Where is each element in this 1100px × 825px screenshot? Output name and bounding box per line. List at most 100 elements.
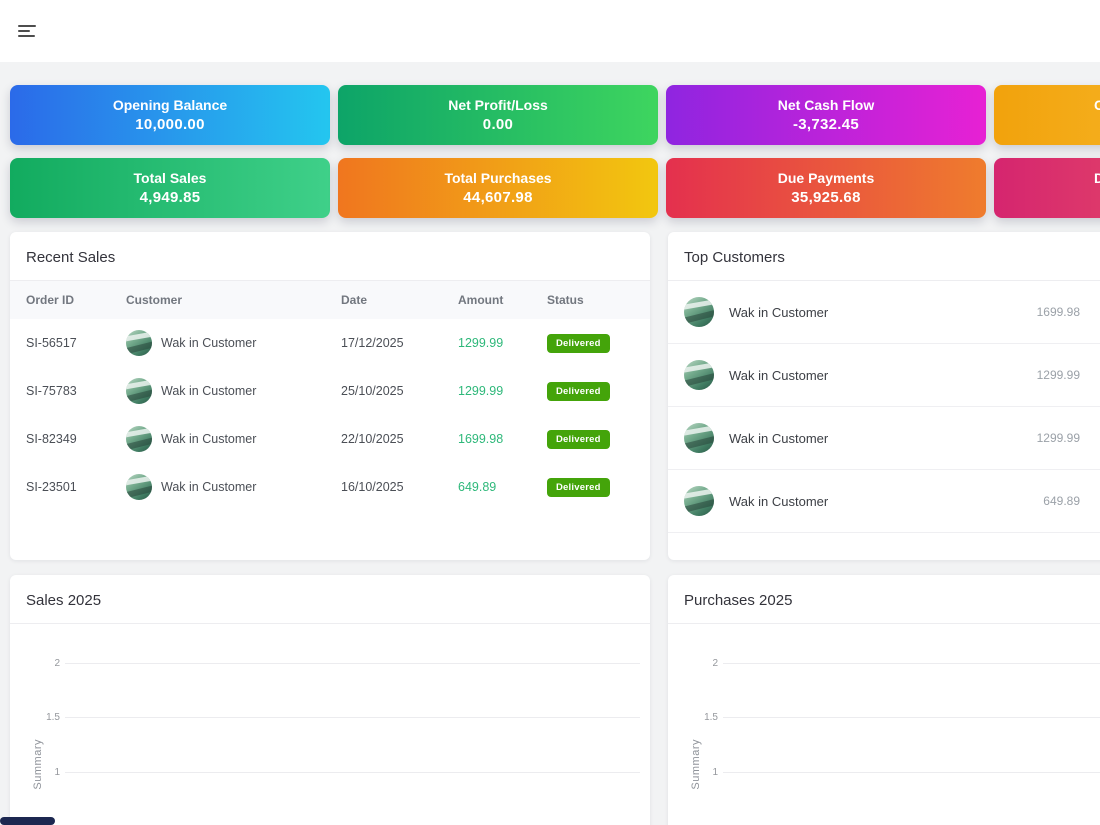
table-header-row: Order ID Customer Date Amount Status [10, 281, 650, 319]
main-content: Opening Balance 10,000.00 Net Profit/Los… [0, 62, 1100, 825]
sales-chart-panel: Sales 2025 Summary 2 1.5 1 [10, 575, 650, 825]
status-badge: Delivered [547, 382, 610, 401]
status-badge: Delivered [547, 334, 610, 353]
list-item: Wak in Customer 649.89 [668, 470, 1100, 533]
column-header-customer: Customer [126, 293, 341, 307]
date-cell: 25/10/2025 [341, 384, 458, 398]
date-cell: 16/10/2025 [341, 480, 458, 494]
purchases-chart-title: Purchases 2025 [668, 575, 1100, 624]
table-row: SI-56517 Wak in Customer 17/12/2025 1299… [10, 319, 650, 367]
customer-name: Wak in Customer [729, 368, 1000, 383]
dashboard-screen: Opening Balance 10,000.00 Net Profit/Los… [0, 0, 1100, 825]
stat-card: Opening Balance 10,000.00 [10, 85, 330, 145]
customer-avatar [126, 474, 152, 500]
y-tick-label: 1 [20, 767, 60, 778]
gridline: 1.5 [65, 717, 640, 718]
status-badge: Delivered [547, 478, 610, 497]
top-customers-panel: Top Customers Wak in Customer 1699.98 Wa… [668, 232, 1100, 560]
sales-chart-area: Summary 2 1.5 1 [10, 624, 650, 825]
y-axis-label: Summary [32, 739, 44, 790]
list-item: Wak in Customer 1299.99 [668, 407, 1100, 470]
purchases-chart-panel: Purchases 2025 Summary 2 1.5 1 [668, 575, 1100, 825]
table-row: SI-82349 Wak in Customer 22/10/2025 1699… [10, 415, 650, 463]
gridline: 1 [65, 772, 640, 773]
recent-sales-panel: Recent Sales Order ID Customer Date Amou… [10, 232, 650, 560]
hamburger-icon [18, 30, 30, 32]
y-tick-label: 2 [678, 658, 718, 669]
stat-card-value: 35,925.68 [666, 188, 986, 208]
stat-card: C [994, 85, 1100, 145]
gridline: 1.5 [723, 717, 1100, 718]
customer-avatar [126, 330, 152, 356]
customer-amount: 1299.99 [1000, 368, 1080, 382]
stat-card-title: Total Purchases [338, 168, 658, 188]
customer-name: Wak in Customer [161, 480, 256, 494]
stat-card-title: Total Sales [10, 168, 330, 188]
stat-card-title: C [994, 95, 1100, 115]
stat-card: Total Sales 4,949.85 [10, 158, 330, 218]
y-tick-label: 1 [678, 767, 718, 778]
stat-card-title: Due Payments [666, 168, 986, 188]
order-id-cell: SI-23501 [26, 480, 126, 494]
list-item: Wak in Customer 1299.99 [668, 344, 1100, 407]
stat-card: Net Cash Flow -3,732.45 [666, 85, 986, 145]
hamburger-icon [18, 25, 36, 27]
stat-card: Net Profit/Loss 0.00 [338, 85, 658, 145]
stat-card-value: 10,000.00 [10, 115, 330, 135]
date-cell: 17/12/2025 [341, 336, 458, 350]
stat-card-value: 0.00 [338, 115, 658, 135]
y-tick-label: 2 [20, 658, 60, 669]
customer-avatar [684, 297, 714, 327]
purchases-chart-area: Summary 2 1.5 1 [668, 624, 1100, 825]
amount-value: 1299.99 [458, 336, 547, 350]
stat-card-title: Net Profit/Loss [338, 95, 658, 115]
y-tick-label: 1.5 [678, 712, 718, 723]
hamburger-icon [18, 35, 35, 37]
date-cell: 22/10/2025 [341, 432, 458, 446]
order-id-cell: SI-82349 [26, 432, 126, 446]
amount-value: 1299.99 [458, 384, 547, 398]
stat-card: Due Payments 35,925.68 [666, 158, 986, 218]
customer-avatar [684, 486, 714, 516]
customer-avatar [684, 423, 714, 453]
amount-value: 1699.98 [458, 432, 547, 446]
column-header-amount: Amount [458, 293, 547, 307]
status-badge: Delivered [547, 430, 610, 449]
sales-chart-title: Sales 2025 [10, 575, 650, 624]
stat-cards-grid: Opening Balance 10,000.00 Net Profit/Los… [10, 85, 1100, 218]
stat-card-title: Opening Balance [10, 95, 330, 115]
customer-name: Wak in Customer [729, 494, 1000, 509]
stat-card: D [994, 158, 1100, 218]
column-header-date: Date [341, 293, 458, 307]
column-header-status: Status [547, 293, 634, 307]
amount-value: 649.89 [458, 480, 547, 494]
order-id-cell: SI-56517 [26, 336, 126, 350]
stat-card-title: Net Cash Flow [666, 95, 986, 115]
customer-amount: 649.89 [1000, 494, 1080, 508]
topbar [0, 0, 1100, 62]
gridline: 2 [65, 663, 640, 664]
panels-row-bottom: Sales 2025 Summary 2 1.5 1 Purchases 202… [10, 575, 1100, 825]
y-tick-label: 1.5 [20, 712, 60, 723]
menu-toggle-button[interactable] [14, 21, 40, 41]
gridline: 1 [723, 772, 1100, 773]
stat-card-value: 4,949.85 [10, 188, 330, 208]
customer-avatar [126, 426, 152, 452]
table-row: SI-75783 Wak in Customer 25/10/2025 1299… [10, 367, 650, 415]
customer-amount: 1299.99 [1000, 431, 1080, 445]
stat-card-title: D [994, 168, 1100, 188]
customer-name: Wak in Customer [729, 305, 1000, 320]
stat-card-value: 44,607.98 [338, 188, 658, 208]
list-item: Wak in Customer 1699.98 [668, 281, 1100, 344]
customer-name: Wak in Customer [161, 384, 256, 398]
customer-name: Wak in Customer [729, 431, 1000, 446]
horizontal-scrollbar-thumb[interactable] [0, 817, 55, 825]
stat-card: Total Purchases 44,607.98 [338, 158, 658, 218]
y-axis-label: Summary [690, 739, 702, 790]
column-header-order-id: Order ID [26, 293, 126, 307]
customer-avatar [126, 378, 152, 404]
table-row: SI-23501 Wak in Customer 16/10/2025 649.… [10, 463, 650, 511]
customer-name: Wak in Customer [161, 336, 256, 350]
customer-name: Wak in Customer [161, 432, 256, 446]
recent-sales-title: Recent Sales [10, 232, 650, 281]
